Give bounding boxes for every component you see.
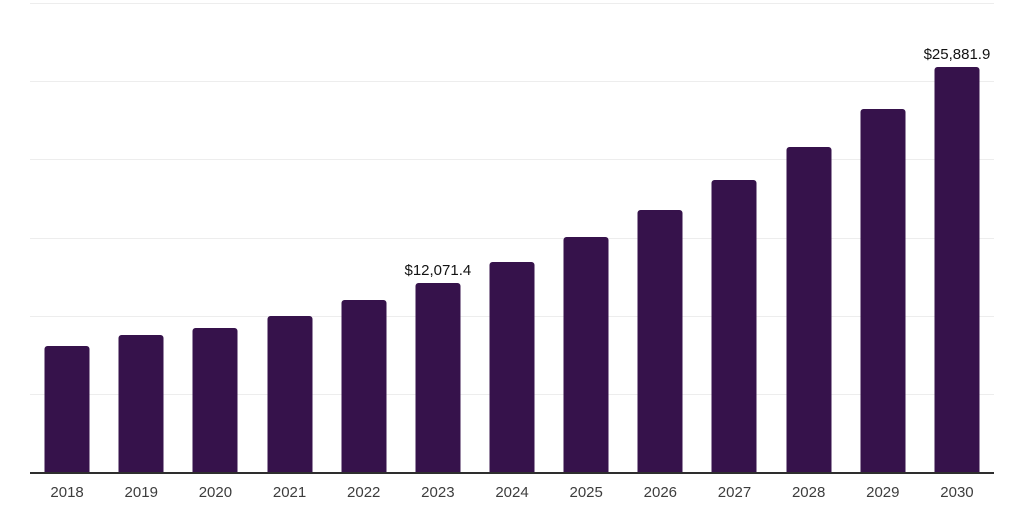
bars-layer: $12,071.4 $25,881.9: [30, 3, 994, 472]
bar-2022: [341, 300, 387, 472]
bar-2026: [637, 210, 683, 472]
x-tick-2020: 2020: [198, 484, 233, 501]
x-tick-2021: 2021: [272, 484, 307, 501]
bar-2018: [44, 345, 90, 472]
bar-slot-2020: [178, 3, 252, 472]
x-tick-2030: 2030: [940, 484, 974, 501]
bar-slot-2018: [30, 3, 104, 472]
bar-slot-2027: [697, 3, 771, 472]
bar-slot-2019: [104, 3, 178, 472]
bar-value-label-2023: $12,071.4: [404, 262, 472, 280]
bar-2028: [786, 146, 832, 472]
bar-slot-2029: [846, 3, 920, 472]
bar-value-label-2030: $25,881.9: [923, 46, 991, 64]
bar-2020: [192, 328, 238, 472]
x-tick-2019: 2019: [124, 484, 158, 501]
x-tick-2026: 2026: [643, 484, 678, 501]
x-tick-2018: 2018: [50, 484, 84, 501]
x-tick-2029: 2029: [866, 484, 900, 501]
bar-2021: [267, 315, 313, 472]
gridline-25000: [30, 81, 994, 83]
bar-2027: [711, 180, 757, 472]
x-tick-2025: 2025: [569, 484, 603, 501]
bar-slot-2028: [772, 3, 846, 472]
plot-area: $12,071.4 $25,881.9: [30, 3, 994, 474]
bar-slot-2024: [475, 3, 549, 472]
gridline-20000: [30, 159, 994, 161]
x-tick-2027: 2027: [717, 484, 752, 501]
x-axis-line: [30, 472, 994, 474]
bar-2030: [934, 67, 980, 472]
bar-slot-2026: [623, 3, 697, 472]
bar-slot-2022: [327, 3, 401, 472]
gridline-30000: [30, 3, 994, 4]
bar-2029: [860, 109, 906, 472]
bar-2025: [563, 237, 609, 472]
bar-2023: [415, 283, 461, 472]
bar-slot-2030: $25,881.9: [920, 3, 994, 472]
x-tick-2023: 2023: [421, 484, 455, 501]
x-tick-2028: 2028: [791, 484, 826, 501]
bar-slot-2025: [549, 3, 623, 472]
x-tick-2024: 2024: [495, 484, 529, 501]
bar-slot-2023: $12,071.4: [401, 3, 475, 472]
x-tick-2022: 2022: [347, 484, 381, 501]
gridline-15000: [30, 237, 994, 239]
x-axis-tick-labels: 2018 2019 2020 2021 2022 2023 2024 2025 2026 2027…: [30, 485, 994, 501]
bar-slot-2021: [252, 3, 326, 472]
bar-2024: [489, 261, 535, 472]
bar-2019: [118, 335, 164, 472]
